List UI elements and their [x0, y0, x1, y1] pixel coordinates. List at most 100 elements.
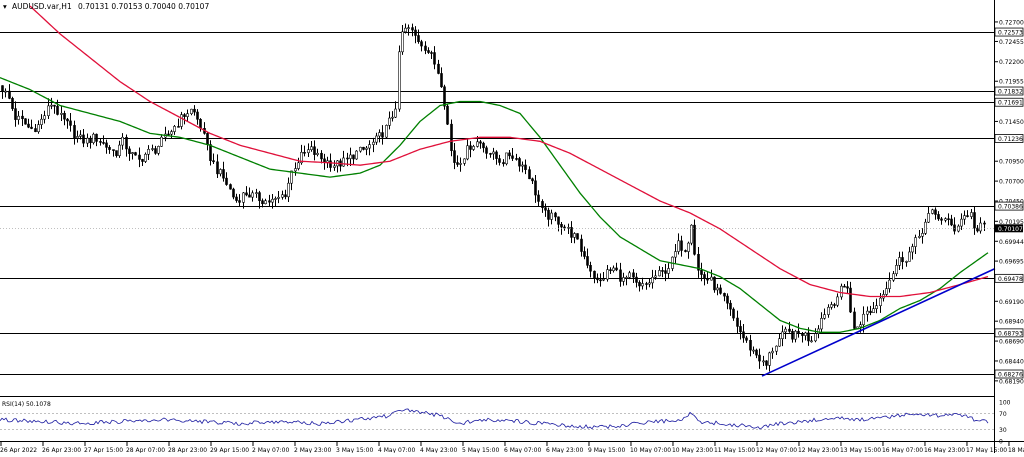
candle-body-bear — [258, 192, 261, 202]
candle-body-bear — [89, 137, 92, 144]
time-tick-label: 26 Apr 23:00 — [42, 447, 81, 453]
level-price-box[interactable] — [994, 369, 1024, 379]
level-price-box[interactable] — [994, 201, 1024, 211]
level-price-label: 0.71236 — [998, 136, 1023, 143]
time-tick-label: 26 Apr 2022 — [0, 447, 37, 453]
candle-body-bear — [846, 286, 849, 289]
candle-body-bear — [489, 153, 492, 155]
candle-body-bear — [615, 267, 618, 271]
candle-body-bear — [697, 253, 700, 271]
candle-body-bear — [596, 277, 599, 281]
candle-body-bull — [823, 314, 826, 319]
candle-body-bull — [131, 152, 134, 154]
candle-body-bear — [661, 270, 664, 272]
candle-body-bear — [222, 169, 225, 179]
candle-body-bull — [76, 136, 79, 139]
time-axis[interactable]: 26 Apr 2022 26 Apr 23:00 27 Apr 15:00 28 Ap… — [0, 442, 1024, 454]
candle-body-bear — [183, 114, 186, 117]
candle-body-bear — [511, 155, 514, 159]
candle-body-bull — [121, 136, 124, 146]
candle-body-bull — [365, 147, 368, 150]
candle-body-bear — [849, 287, 852, 313]
candle-body-bull — [690, 224, 693, 244]
candle-body-bear — [515, 158, 518, 160]
candle-body-bull — [908, 251, 911, 262]
candle-body-bull — [771, 350, 774, 354]
level-price-box[interactable] — [994, 328, 1024, 338]
candle-body-bear — [430, 52, 433, 54]
candle-body-bull — [550, 212, 553, 220]
level-price-box[interactable] — [994, 97, 1024, 107]
candle-body-bear — [456, 162, 459, 165]
candle-body-bull — [612, 267, 615, 271]
symbol-label: AUDUSD.var,H1 — [12, 2, 72, 11]
candle-body-bull — [641, 283, 644, 287]
time-tick-label: 3 May 15:00 — [336, 447, 374, 453]
level-price-box[interactable] — [994, 86, 1024, 96]
candle-body-bear — [554, 212, 557, 218]
candle-body-bear — [66, 118, 69, 122]
candle-body-bear — [417, 35, 420, 42]
candle-body-bear — [56, 105, 59, 115]
candle-body-bull — [804, 332, 807, 336]
candle-body-bull — [264, 200, 267, 205]
candle-body-bull — [687, 242, 690, 252]
candle-body-bear — [693, 224, 696, 255]
candle-body-bull — [466, 145, 469, 160]
candle-body-bull — [625, 277, 628, 279]
chart-header: ▾ AUDUSD.var,H1 0.70131 0.70153 0.70040 … — [3, 2, 209, 11]
candle-body-bear — [450, 123, 453, 151]
rsi-label: RSI(14) 50.1078 — [2, 401, 51, 408]
level-price-box[interactable] — [994, 273, 1024, 283]
candle-body-bear — [576, 233, 579, 240]
trendline[interactable] — [761, 267, 996, 377]
candle-body-bear — [703, 274, 706, 279]
candle-body-bear — [63, 112, 66, 120]
candle-body-bull — [190, 108, 193, 114]
candle-body-bear — [632, 272, 635, 278]
candle-body-bear — [593, 270, 596, 279]
candle-body-bear — [453, 150, 456, 163]
candle-body-bull — [186, 113, 189, 117]
level-price-box[interactable] — [994, 27, 1024, 37]
candle-body-bear — [934, 209, 937, 215]
candle-body-bear — [1, 85, 4, 92]
candle-body-bear — [14, 108, 17, 120]
candle-body-bear — [235, 196, 238, 201]
level-price-box[interactable] — [994, 134, 1024, 143]
candle-body-bear — [563, 226, 566, 229]
time-tick-label: 10 May 23:00 — [672, 447, 713, 453]
candle-body-bear — [947, 218, 950, 220]
candle-body-bull — [674, 251, 677, 258]
candle-body-bull — [37, 124, 40, 133]
trendlines[interactable] — [761, 267, 996, 377]
candle-body-bull — [391, 116, 394, 119]
candle-body-bull — [768, 352, 771, 366]
candle-body-bear — [102, 142, 105, 144]
ohlc-readout: 0.70131 0.70153 0.70040 0.70107 — [78, 2, 209, 11]
time-tick-label: 16 May 07:00 — [882, 447, 923, 453]
candle-body-bull — [606, 269, 609, 280]
candle-body-bear — [352, 154, 355, 160]
candle-body-bear — [427, 50, 430, 53]
candle-body-bull — [872, 308, 875, 313]
candle-body-bear — [69, 120, 72, 126]
candle-body-bull — [898, 257, 901, 266]
symbol-menu-icon[interactable]: ▾ — [3, 2, 7, 11]
candle-body-bear — [557, 216, 560, 225]
candle-body-bull — [476, 141, 479, 147]
candle-body-bear — [684, 250, 687, 252]
candle-body-bear — [797, 330, 800, 334]
candle-body-bull — [778, 338, 781, 347]
candle-body-bear — [469, 145, 472, 150]
price-tick-label: 0.68690 — [999, 339, 1024, 346]
candle-body-bull — [219, 169, 222, 175]
price-tick-label: 0.69695 — [999, 259, 1024, 266]
price-tick-label: 0.68190 — [999, 378, 1024, 385]
candle-body-bull — [505, 152, 508, 165]
candle-body-bear — [524, 164, 527, 170]
candle-body-bear — [138, 154, 141, 160]
